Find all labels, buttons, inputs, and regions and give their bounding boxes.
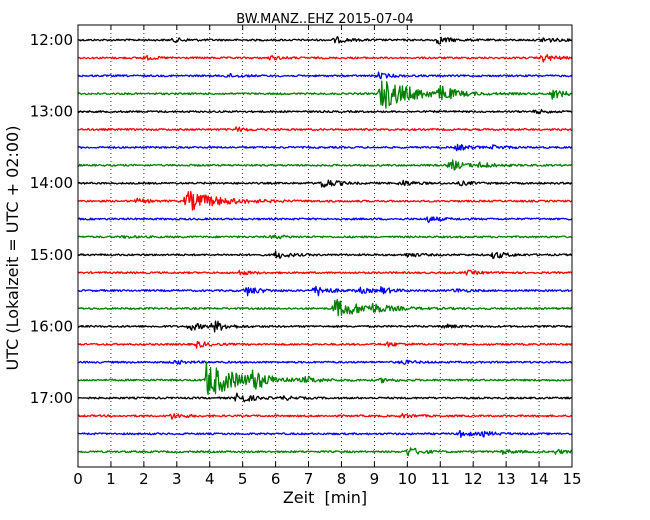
trace-1245	[77, 80, 573, 109]
trace-1430	[77, 216, 573, 224]
x-tick-label-5: 5	[238, 470, 248, 488]
x-axis-label: Zeit [min]	[283, 488, 367, 507]
x-tick-label-3: 3	[172, 470, 182, 488]
x-tick-label-14: 14	[530, 470, 549, 488]
trace-1545	[77, 298, 573, 317]
trace-1315	[77, 126, 573, 133]
trace-1230	[77, 71, 573, 80]
x-tick-label-7: 7	[304, 470, 314, 488]
trace-1530	[77, 285, 573, 297]
y-tick-label-2: 14:00	[30, 174, 73, 192]
trace-1615	[77, 340, 573, 349]
x-tick-label-4: 4	[205, 470, 215, 488]
x-tick-label-2: 2	[139, 470, 149, 488]
trace-1700	[77, 392, 573, 403]
trace-1300	[77, 108, 573, 115]
trace-1600	[77, 320, 573, 333]
y-tick-label-4: 16:00	[30, 317, 73, 335]
trace-1715	[77, 412, 573, 420]
x-tick-label-9: 9	[370, 470, 380, 488]
trace-1330	[77, 143, 573, 152]
x-axis: 0 1 2 3 4 5 6 7 8 9 10 11 12 13 14 15	[73, 25, 582, 488]
trace-1400	[77, 179, 573, 188]
trace-layer	[77, 36, 573, 457]
y-tick-label-0: 12:00	[30, 31, 73, 49]
y-axis: 12:00 13:00 14:00 15:00 16:00 17:00	[30, 31, 572, 407]
trace-1645	[77, 361, 573, 396]
grid-layer	[110, 25, 540, 467]
trace-1215	[77, 54, 573, 63]
chart-title: BW.MANZ..EHZ 2015-07-04	[236, 12, 414, 27]
trace-1345	[77, 159, 573, 171]
x-tick-label-10: 10	[398, 470, 417, 488]
x-tick-label-8: 8	[337, 470, 347, 488]
trace-1445	[77, 234, 573, 240]
y-axis-label: UTC (Lokalzeit = UTC + 02:00)	[3, 126, 22, 371]
x-tick-label-12: 12	[464, 470, 483, 488]
x-tick-label-1: 1	[106, 470, 116, 488]
x-tick-label-13: 13	[497, 470, 516, 488]
y-tick-label-5: 17:00	[30, 389, 73, 407]
trace-1515	[77, 269, 573, 276]
x-tick-label-11: 11	[431, 470, 450, 488]
trace-1500	[77, 250, 573, 260]
x-tick-label-0: 0	[73, 470, 83, 488]
y-tick-label-3: 15:00	[30, 246, 73, 264]
trace-1745	[77, 447, 573, 457]
x-tick-label-6: 6	[271, 470, 281, 488]
y-tick-label-1: 13:00	[30, 103, 73, 121]
trace-1730	[77, 429, 573, 439]
trace-1200	[77, 36, 573, 45]
trace-1415	[77, 190, 573, 211]
x-tick-label-15: 15	[562, 470, 581, 488]
plot-frame	[77, 24, 573, 468]
trace-1630	[77, 359, 573, 365]
